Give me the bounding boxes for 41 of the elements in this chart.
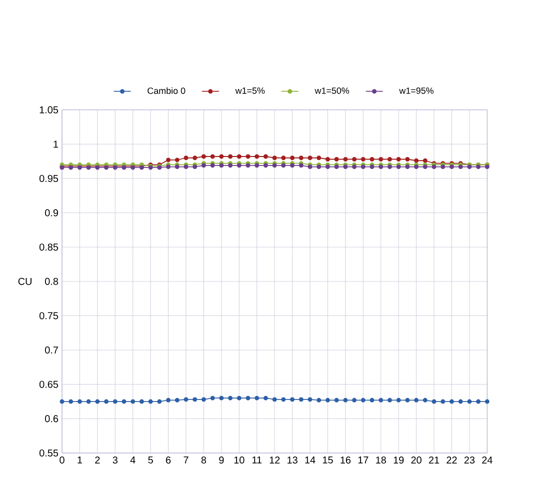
x-tick-label: 20 — [411, 456, 422, 464]
x-tick-label: 16 — [340, 456, 351, 464]
x-tick-label: 10 — [234, 456, 244, 464]
y-tick-label: 0.85 — [39, 244, 58, 251]
legend-label: w1=95% — [399, 87, 434, 94]
x-tick-label: 0 — [60, 456, 64, 464]
x-tick-label: 15 — [322, 456, 333, 464]
y-tick-label: 1.05 — [40, 106, 58, 114]
x-tick-label: 19 — [394, 456, 404, 464]
y-tick-label: 0.55 — [39, 449, 58, 457]
x-tick-label: 12 — [270, 456, 280, 464]
x-tick-label: 3 — [112, 456, 118, 464]
x-tick-label: 7 — [184, 456, 188, 464]
y-tick-label: 0.8 — [45, 278, 58, 285]
x-tick-label: 24 — [482, 456, 492, 464]
x-tick-label: 17 — [358, 456, 368, 464]
x-tick-label: 13 — [288, 456, 298, 464]
x-tick-label: 22 — [446, 456, 457, 464]
y-tick-label: 0.95 — [39, 174, 58, 182]
y-tick-label: 0.65 — [39, 380, 58, 388]
y-tick-label: 0.6 — [45, 415, 58, 422]
x-tick-label: 21 — [428, 456, 440, 464]
y-tick-label: 1 — [54, 140, 58, 148]
legend-label: w1=50% — [314, 87, 350, 94]
x-tick-label: 5 — [148, 456, 153, 464]
x-tick-label: 1 — [78, 456, 82, 464]
legend-label: w1=5% — [235, 88, 265, 94]
x-tick-label: 14 — [305, 456, 316, 464]
y-tick-label: 0.7 — [45, 346, 58, 354]
x-tick-label: 8 — [201, 456, 206, 464]
x-tick-label: 2 — [95, 456, 100, 464]
y-tick-label: 0.9 — [45, 209, 58, 216]
y-axis-title: CU — [18, 278, 32, 285]
legend-label: Cambio 0 — [148, 87, 186, 94]
y-tick-label: 0.75 — [39, 312, 58, 320]
x-tick-label: 9 — [219, 456, 224, 464]
x-tick-label: 18 — [376, 456, 386, 464]
x-tick-label: 11 — [252, 456, 262, 464]
x-tick-label: 23 — [464, 456, 475, 464]
x-tick-label: 6 — [166, 456, 171, 464]
x-tick-label: 4 — [130, 456, 136, 464]
